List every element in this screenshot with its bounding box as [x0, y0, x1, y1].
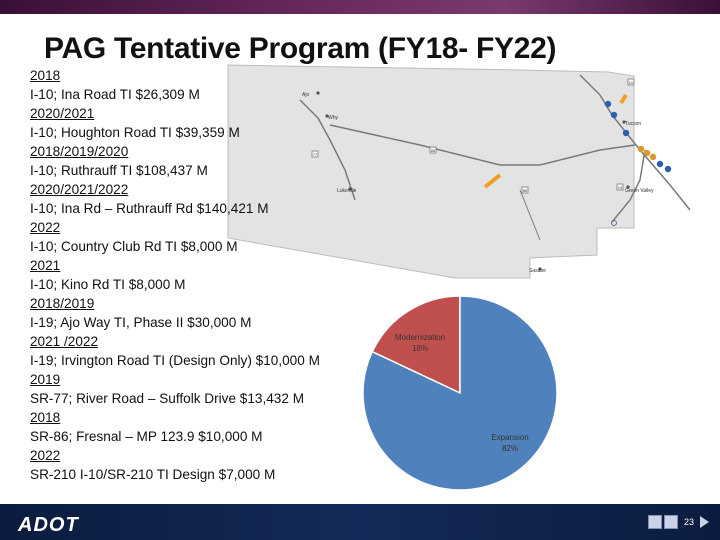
- project-description: I-19; Irvington Road TI (Design Only) $1…: [30, 353, 320, 368]
- project-segment: [619, 93, 628, 105]
- project-marker: [611, 220, 617, 226]
- pie-label-percent: 18%: [412, 344, 428, 353]
- project-marker: [637, 145, 645, 153]
- page-number: 23: [684, 517, 695, 527]
- route-shield-label: 77: [313, 152, 318, 157]
- footer-bar: ADOT 23: [0, 504, 720, 540]
- route-shield-label: 86: [431, 148, 436, 153]
- project-year: 2020/2021/2022: [30, 182, 129, 197]
- town-label-lukeville: Lukeville: [337, 188, 357, 194]
- town-label-tucson: Tucson: [625, 121, 641, 127]
- project-segment: [483, 173, 502, 189]
- project-description: SR-86; Fresnal – MP 123.9 $10,000 M: [30, 429, 263, 444]
- pie-slice-modernization: [371, 295, 461, 395]
- project-description: I-10; Country Club Rd TI $8,000 M: [30, 239, 238, 254]
- pie-label-name: Modernization: [395, 333, 445, 342]
- first-slide-button[interactable]: [648, 515, 662, 529]
- project-marker: [604, 100, 612, 108]
- project-year: 2019: [30, 372, 61, 387]
- route-shield-label: 10: [629, 80, 634, 85]
- highway-line: [299, 99, 356, 201]
- route-shield-icon: [521, 186, 529, 194]
- project-marker: [656, 160, 664, 168]
- adot-logo: ADOT: [18, 514, 79, 536]
- project-year: 2021 /2022: [30, 334, 99, 349]
- town-label-ajo: Ajo: [302, 92, 309, 98]
- project-marker: [649, 153, 657, 161]
- project-marker: [643, 149, 651, 157]
- project-year: 2022: [30, 220, 61, 235]
- project-marker: [664, 165, 672, 173]
- project-year: 2018/2019/2020: [30, 144, 129, 159]
- project-marker: [622, 129, 630, 137]
- route-shield-icon: [627, 78, 635, 86]
- pie-label-percent: 82%: [502, 444, 518, 453]
- project-year: 2022: [30, 448, 61, 463]
- next-slide-icon[interactable]: [700, 516, 710, 528]
- project-description: I-10; Ina Rd – Ruthrauff Rd $140,421 M: [30, 201, 269, 216]
- route-shield-icon: [429, 146, 437, 154]
- project-year: 2020/2021: [30, 106, 95, 121]
- highway-line: [579, 74, 601, 96]
- highway-line: [519, 189, 541, 241]
- project-description: I-10; Ina Road TI $26,309 M: [30, 87, 200, 102]
- project-list: 2018 I-10; Ina Road TI $26,309 M 2020/2021…: [30, 66, 370, 484]
- town-label-green-valley: Green Valley: [625, 188, 654, 194]
- route-shield-icon: [311, 150, 319, 158]
- project-description: SR-77; River Road – Suffolk Drive $13,43…: [30, 391, 305, 406]
- project-description: SR-210 I-10/SR-210 TI Design $7,000 M: [30, 467, 276, 482]
- route-shield-label: 19: [618, 185, 623, 190]
- project-description: I-10; Ruthrauff TI $108,437 M: [30, 163, 208, 178]
- town-label-sasabe: Sasabe: [529, 268, 546, 274]
- project-year: 2021: [30, 258, 61, 273]
- project-description: I-10; Houghton Road TI $39,359 M: [30, 125, 240, 140]
- project-marker: [610, 111, 618, 119]
- project-description: I-10; Kino Rd TI $8,000 M: [30, 277, 186, 292]
- highway-line: [611, 149, 646, 223]
- project-description: I-19; Ajo Way TI, Phase II $30,000 M: [30, 315, 252, 330]
- pie-slice-expansion: [362, 295, 558, 491]
- highway-line: [329, 124, 636, 166]
- project-year: 2018: [30, 410, 61, 425]
- slide-nav: 23: [648, 515, 710, 529]
- county-outline: [227, 64, 635, 279]
- top-banner: [0, 0, 720, 14]
- project-year: 2018: [30, 68, 61, 83]
- project-year: 2018/2019: [30, 296, 95, 311]
- route-shield-label: 86: [523, 188, 528, 193]
- previous-slide-button[interactable]: [664, 515, 678, 529]
- town-label-why: Why: [328, 115, 339, 121]
- pie-label-name: Expansion: [491, 433, 528, 442]
- route-shield-icon: [616, 183, 624, 191]
- page-title: PAG Tentative Program (FY18- FY22): [44, 32, 557, 65]
- region-map: 77 86 86 19 10 Ajo Why Tucson Green Vall…: [227, 64, 691, 279]
